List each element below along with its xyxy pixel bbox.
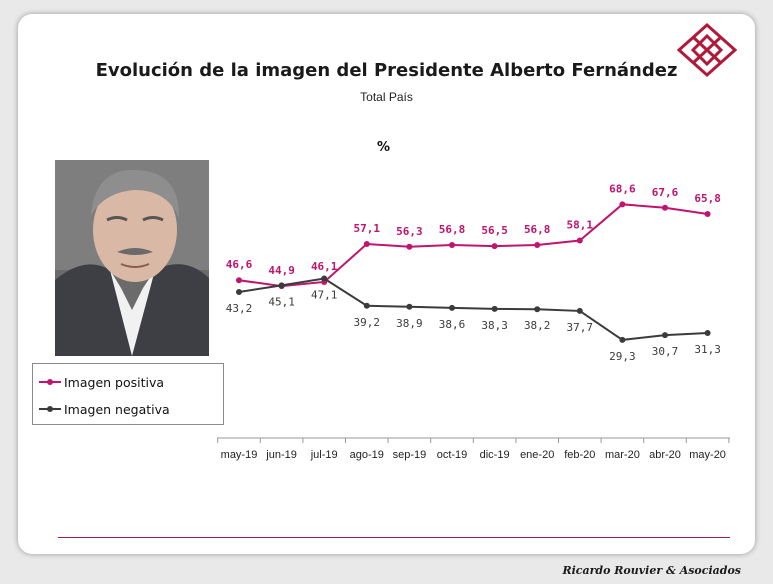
- data-label-positive: 56,5: [481, 224, 508, 237]
- point-negative: [236, 288, 242, 295]
- data-label-negative: 45,1: [268, 295, 295, 308]
- x-tick-label: feb-20: [564, 449, 595, 461]
- data-label-negative: 47,1: [311, 289, 338, 302]
- president-photo: [55, 160, 209, 356]
- data-label-positive: 44,9: [268, 264, 295, 277]
- chart-subtitle: Total País: [360, 90, 413, 104]
- data-label-positive: 46,1: [311, 260, 338, 273]
- data-label-negative: 38,2: [524, 319, 551, 332]
- data-label-positive: 57,1: [354, 222, 381, 235]
- point-positive: [534, 242, 541, 249]
- data-label-negative: 38,6: [439, 318, 466, 331]
- legend-label-negative: Imagen negativa: [64, 401, 170, 417]
- x-tick-label: may-19: [221, 449, 258, 461]
- point-positive: [662, 204, 668, 211]
- point-positive: [363, 241, 370, 248]
- legend-item-positive: Imagen positiva: [39, 372, 164, 392]
- point-negative: [491, 305, 498, 312]
- x-tick-label: ago-19: [350, 449, 384, 461]
- x-tick-label: jun-19: [265, 449, 297, 461]
- legend-label-positive: Imagen positiva: [64, 374, 165, 390]
- data-label-negative: 31,3: [694, 343, 721, 356]
- point-positive: [236, 277, 242, 284]
- legend-item-negative: Imagen negativa: [39, 399, 170, 419]
- data-label-positive: 56,8: [524, 223, 551, 236]
- data-label-positive: 56,8: [439, 223, 466, 236]
- data-label-negative: 38,9: [396, 317, 423, 330]
- point-positive: [576, 237, 583, 244]
- data-label-negative: 29,3: [609, 350, 636, 363]
- x-tick-label: jul-19: [310, 449, 338, 461]
- point-negative: [363, 302, 370, 309]
- point-positive: [406, 243, 413, 250]
- data-label-negative: 37,7: [567, 321, 594, 334]
- x-tick-label: abr-20: [649, 449, 681, 461]
- point-positive: [619, 201, 626, 208]
- data-label-negative: 38,3: [481, 319, 508, 332]
- data-label-positive: 46,6: [226, 258, 253, 271]
- data-label-positive: 67,6: [652, 186, 679, 199]
- point-positive: [704, 210, 711, 217]
- data-label-negative: 39,2: [354, 316, 381, 329]
- point-negative: [619, 336, 626, 343]
- point-positive: [491, 243, 498, 250]
- x-tick-label: mar-20: [605, 449, 640, 461]
- point-negative: [662, 332, 668, 339]
- point-negative: [704, 330, 711, 337]
- data-label-positive: 58,1: [567, 219, 594, 232]
- point-negative: [449, 304, 455, 311]
- point-positive: [449, 242, 455, 249]
- data-label-positive: 65,8: [694, 192, 721, 205]
- data-label-negative: 43,2: [226, 302, 253, 315]
- footer-credit: Ricardo Rouvier & Asociados: [562, 564, 741, 577]
- point-negative: [321, 275, 328, 282]
- legend-swatch-positive: [39, 379, 61, 385]
- data-label-negative: 30,7: [652, 345, 679, 358]
- point-negative: [576, 307, 583, 314]
- series-line-positive: [238, 203, 708, 288]
- legend-swatch-negative: [39, 406, 61, 412]
- x-tick-label: oct-19: [437, 449, 468, 461]
- x-tick-label: may-20: [689, 449, 726, 461]
- chart-title: Evolución de la imagen del Presidente Al…: [95, 60, 678, 81]
- x-tick-label: sep-19: [393, 449, 427, 461]
- unit-label: %: [377, 140, 391, 155]
- data-label-positive: 56,3: [396, 225, 423, 238]
- point-negative: [406, 303, 413, 310]
- footer-rule: [58, 537, 730, 538]
- company-logo: [676, 22, 738, 78]
- data-label-positive: 68,6: [609, 182, 636, 195]
- x-tick-label: dic-19: [480, 449, 510, 461]
- point-negative: [278, 282, 285, 289]
- series-line-negative: [238, 277, 708, 341]
- chart-legend: Imagen positiva Imagen negativa: [32, 363, 224, 425]
- x-tick-label: ene-20: [520, 449, 554, 461]
- point-negative: [534, 306, 541, 313]
